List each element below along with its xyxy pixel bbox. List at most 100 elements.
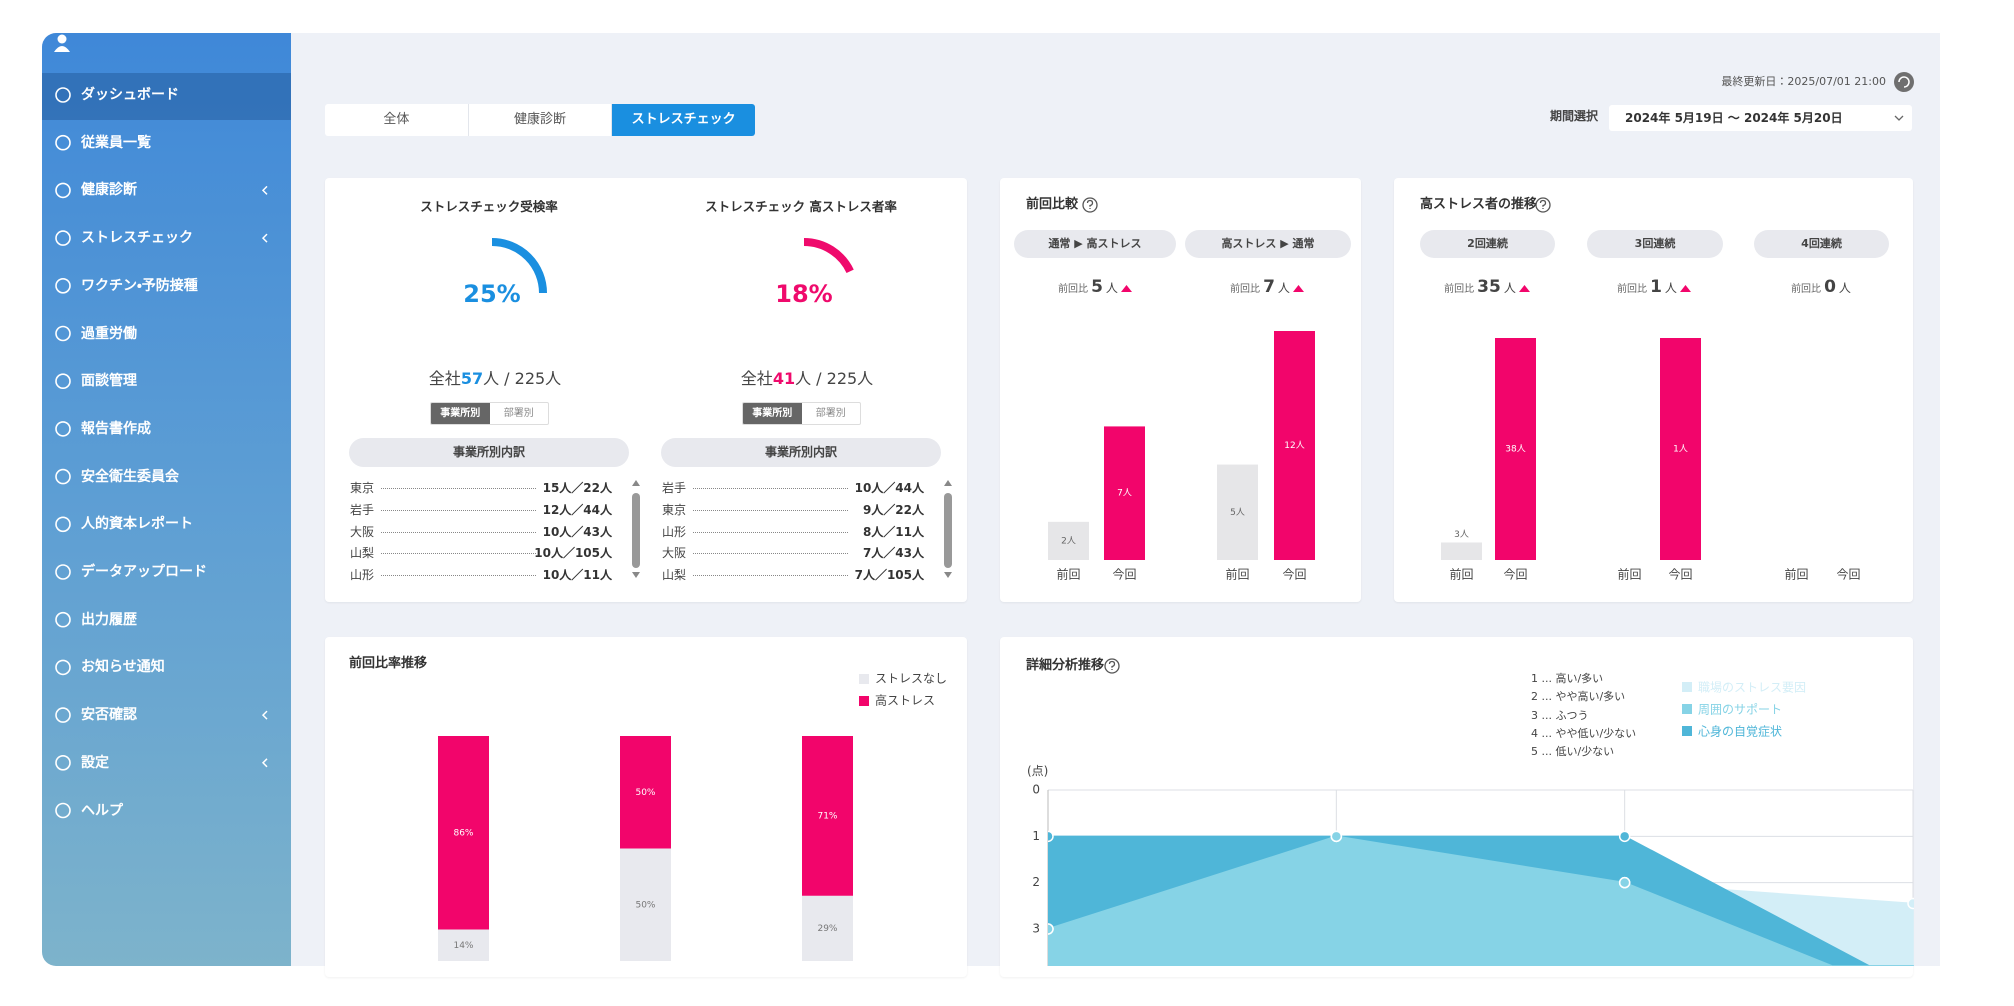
tab[interactable]: 健康診断 [467,104,612,136]
scale-legend: 5 ... 低い/少ない [1531,745,1615,759]
scale-legend: 4 ... やや低い/少ない [1531,726,1637,740]
row-name: 岩手 [350,502,375,517]
menu-label[interactable]: 過重労働 [81,325,137,342]
company-total: 全社41人 / 225人 [657,368,957,390]
row-name: 山形 [662,524,687,539]
row-value: 10人／11人 [542,568,612,583]
row-name: 岩手 [662,481,687,495]
menu-label[interactable]: 健康診断 [81,182,137,199]
row-leader [381,553,536,555]
row-leader [693,509,848,511]
toggle-option[interactable]: 部署別 [815,408,846,419]
tabs: 全体 健康診断 ストレスチェック [325,104,755,136]
diff-value: 5 [1091,277,1103,297]
menu-label[interactable]: 報告書作成 [81,420,151,437]
diff-unit: 人 [1105,281,1118,295]
menu-label[interactable]: 安全衛生委員会 [81,468,179,485]
toggle: 事業所別 部署別 [742,402,861,425]
diff-value: 7 [1263,277,1275,297]
diff-unit: 人 [1277,281,1290,295]
row-name: 大阪 [350,524,375,539]
trend-arrow [1518,285,1530,292]
diff-line: 前回比 1 人 [1554,277,1754,301]
gauge-title: ストレスチェック受検率 [420,199,558,214]
breakdown-title: 事業所別内訳 [661,438,941,467]
tab[interactable]: ストレスチェック [611,104,755,136]
row-value: 10人／43人 [542,524,612,539]
row-value: 9人／22人 [862,502,924,517]
menu-label[interactable]: 設定 [81,754,109,771]
menu-active [42,73,291,120]
diff-label: 前回比 [1791,284,1822,295]
trend-arrow [1679,285,1691,292]
card [325,178,967,602]
diff-line: 前回比 5 人 [995,277,1195,301]
menu-label[interactable]: ストレスチェック [81,230,193,247]
card-title: 詳細分析推移 [1026,658,1105,673]
diff-label: 前回比 [1444,284,1475,295]
diff-label: 前回比 [1058,284,1089,295]
row-leader [693,488,848,489]
row-name: 大阪 [662,546,687,561]
diff-value: 0 [1824,277,1836,297]
menu-label[interactable]: 出力履歴 [81,611,137,628]
toggle-option[interactable]: 事業所別 [431,403,490,424]
gauge-title: ストレスチェック 高ストレス者率 [705,199,897,214]
menu-label[interactable]: ヘルプ [81,802,123,819]
diff-line: 前回比 35 人 [1387,277,1587,301]
diff-value: 1 [1650,277,1662,297]
row-value: 7人／105人 [854,568,924,583]
diff-unit: 人 [1838,281,1851,295]
toggle-option[interactable]: 事業所別 [743,403,802,424]
menu-label[interactable]: ダッシュボード [81,87,179,103]
row-value: 10人／105人 [534,546,612,561]
trend-up [1120,285,1132,292]
scale-legend: 2 ... やや高い/多い [1531,690,1626,704]
breakdown-title: 事業所別内訳 [349,438,629,467]
company-suffix: 人 / 225人 [483,369,562,388]
menu-label[interactable]: 面談管理 [81,373,137,390]
scale-legend: 1 ... 高い/多い [1531,672,1604,685]
diff-line: 前回比 0 人 [1721,277,1921,301]
menu-label[interactable]: お知らせ通知 [81,659,165,676]
group-tab[interactable]: 通常 ▶ 高ストレス [1014,230,1176,258]
point [1908,993,1918,1003]
menu-label[interactable]: データアップロード [81,564,207,580]
row-leader [693,553,848,555]
row-leader [381,488,536,489]
trend-arrow [1120,285,1132,292]
row-value: 15人／22人 [542,481,612,495]
card-title: 高ストレス者の推移 [1420,197,1538,212]
menu-label[interactable]: 人的資本レポート [81,516,193,533]
company-prefix: 全社 [740,369,773,388]
row-name: 山梨 [662,568,687,583]
toggle-option[interactable]: 部署別 [503,408,534,419]
company-count: 41 [772,369,796,388]
diff-value: 35 [1477,277,1501,297]
period-select[interactable]: 2024年 5月19日 〜 2024年 5月20日 [1609,105,1912,131]
point [1908,984,1918,994]
tab[interactable]: 全体 [383,112,410,127]
group-tab[interactable]: 3回連続 [1587,230,1723,258]
last-updated: 最終更新日：2025/07/01 21:00 [1721,75,1886,88]
card-title: 前回比率推移 [349,656,428,671]
diff-line: 前回比 7 人 [1167,277,1367,301]
menu-label[interactable]: ワクチン・予防接種 [81,277,198,294]
group-tab[interactable]: 高ストレス ▶ 通常 [1185,230,1351,258]
row-value: 8人／11人 [862,524,924,539]
group-tab[interactable]: 4回連続 [1754,230,1889,258]
diff-unit: 人 [1503,281,1516,295]
y-axis-label: (点) [1027,764,1049,778]
group-tab[interactable]: 2回連続 [1420,230,1555,258]
menu-label[interactable]: 従業員一覧 [81,134,151,151]
menu-label[interactable]: 安否確認 [81,707,137,724]
row-leader [381,531,536,533]
row-value: 10人／44人 [854,481,924,495]
scale-legend: 3 ... ふつう [1531,708,1589,722]
trend-arrow [1292,285,1304,292]
period-value[interactable]: 2024年 5月19日 〜 2024年 5月20日 [1625,111,1843,125]
company-suffix: 人 / 225人 [795,369,874,388]
toggle: 事業所別 部署別 [430,402,549,425]
sidebar [42,33,291,966]
